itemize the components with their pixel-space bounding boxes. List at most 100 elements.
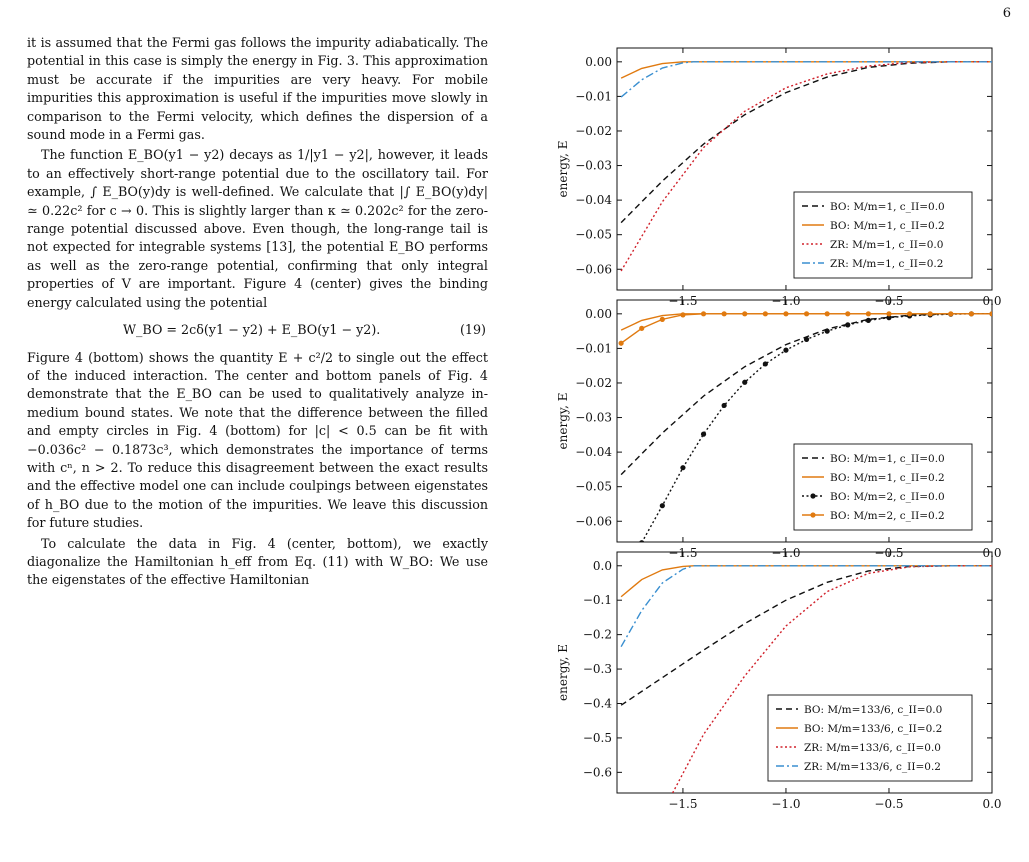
equation-19: W_BO = 2cδ(y1 − y2) + E_BO(y1 − y2). (19… <box>27 321 488 339</box>
data-point <box>824 328 830 334</box>
paragraph-1: it is assumed that the Fermi gas follows… <box>27 35 488 143</box>
y-tick-label: −0.06 <box>575 262 612 276</box>
paragraph-3: Figure 4 (bottom) shows the quantity E +… <box>27 349 488 531</box>
series-line-4 <box>620 565 992 648</box>
data-point <box>803 336 810 343</box>
legend-label: BO: M/m=1, c_II=0.0 <box>830 201 945 213</box>
y-tick-label: −0.05 <box>575 228 612 242</box>
data-point <box>762 361 768 367</box>
data-point <box>845 311 851 317</box>
data-point <box>906 311 913 317</box>
y-tick-label: −0.5 <box>583 731 612 745</box>
data-point <box>927 311 933 317</box>
y-tick-label: −0.02 <box>575 376 612 390</box>
y-tick-label: −0.04 <box>575 445 612 459</box>
legend-label: BO: M/m=2, c_II=0.2 <box>830 510 945 522</box>
y-axis-label: energy, E <box>556 141 570 198</box>
data-point <box>742 379 748 385</box>
data-point <box>639 325 645 331</box>
data-point <box>989 311 992 317</box>
legend-label: ZR: M/m=133/6, c_II=0.0 <box>804 742 941 754</box>
data-point <box>886 315 892 321</box>
data-point <box>721 311 727 317</box>
y-tick-label: −0.1 <box>583 593 612 607</box>
legend-marker <box>810 512 816 518</box>
series-group <box>620 61 992 272</box>
y-tick-label: −0.06 <box>575 514 612 528</box>
data-point <box>845 322 851 328</box>
data-point <box>680 312 686 318</box>
legend-label: BO: M/m=133/6, c_II=0.0 <box>804 704 942 716</box>
data-point <box>865 311 871 317</box>
y-tick-label: 0.0 <box>593 559 612 573</box>
page-number: 6 <box>1002 6 1011 21</box>
figure-4-svg: −1.5 −1.0 −0.5 0.0 0.00 −0.01 −0.02 −0.03 −0.04 −… <box>556 47 1002 831</box>
data-point <box>700 431 707 437</box>
figure-4: −1.5 −1.0 −0.5 0.0 0.00 −0.01 −0.02 −0.03 −0.04 −… <box>552 38 1002 831</box>
legend-label: BO: M/m=2, c_II=0.0 <box>830 491 945 503</box>
y-tick-label: −0.3 <box>583 662 612 676</box>
series-line-2 <box>620 565 992 598</box>
data-point <box>742 311 748 317</box>
data-point <box>680 465 686 471</box>
x-tick-label: 0.0 <box>982 797 1001 811</box>
data-point <box>721 402 727 409</box>
y-tick-label: 0.00 <box>585 55 612 69</box>
legend-label: ZR: M/m=1, c_II=0.2 <box>830 258 943 270</box>
text-column: it is assumed that the Fermi gas follows… <box>27 34 488 592</box>
plot-frame <box>616 551 993 794</box>
y-tick-label: −0.04 <box>575 193 612 207</box>
legend-label: BO: M/m=1, c_II=0.2 <box>830 220 945 232</box>
series-group <box>618 311 992 542</box>
y-tick-label: −0.2 <box>583 628 612 642</box>
y-tick-label: −0.6 <box>583 765 612 779</box>
x-tick-label: −1.5 <box>668 797 697 811</box>
data-point <box>824 311 830 317</box>
equation-body: W_BO = 2cδ(y1 − y2) + E_BO(y1 − y2). <box>123 322 381 338</box>
y-tick-label: −0.05 <box>575 480 612 494</box>
legend-label: ZR: M/m=1, c_II=0.0 <box>830 239 943 251</box>
plot-frame <box>616 47 993 291</box>
x-axis-label: interaction strength, c <box>736 817 873 818</box>
data-point <box>659 503 665 509</box>
x-tick-label: −0.5 <box>874 797 903 811</box>
data-point <box>762 311 768 317</box>
y-tick-label: −0.03 <box>575 159 612 173</box>
legend-label: BO: M/m=1, c_II=0.0 <box>830 453 945 465</box>
series-line-4 <box>620 61 992 98</box>
data-point <box>948 311 954 317</box>
x-tick-label: −1.0 <box>771 797 800 811</box>
legend-label: BO: M/m=1, c_II=0.2 <box>830 472 945 484</box>
paragraph-4: To calculate the data in Fig. 4 (center,… <box>27 535 488 588</box>
y-tick-label: −0.02 <box>575 124 612 138</box>
chart-panel-1 <box>616 47 993 291</box>
y-tick-label: 0.00 <box>585 307 612 321</box>
y-axis-label: energy, E <box>556 644 570 701</box>
data-point <box>659 316 665 322</box>
paragraph-2: The function E_BO(y1 − y2) decays as 1/|… <box>27 147 488 310</box>
data-point <box>783 347 789 353</box>
y-tick-label: −0.01 <box>575 89 612 103</box>
equation-number: (19) <box>459 322 486 338</box>
data-point <box>886 311 892 317</box>
y-tick-label: −0.03 <box>575 411 612 425</box>
y-tick-label: −0.4 <box>583 696 613 710</box>
series-group <box>620 565 992 793</box>
chart-panel-2 <box>616 299 993 543</box>
chart-panel-3 <box>616 551 993 794</box>
y-axis-label: energy, E <box>556 393 570 450</box>
y-tick-label: −0.01 <box>575 341 612 355</box>
plot-frame <box>616 299 993 543</box>
data-point <box>803 311 810 317</box>
data-point <box>618 340 624 346</box>
data-point <box>865 317 871 323</box>
data-point <box>968 311 974 317</box>
legend-marker <box>810 493 816 499</box>
series-line-3 <box>641 313 992 542</box>
legend-label: ZR: M/m=133/6, c_II=0.2 <box>804 761 941 773</box>
data-point <box>639 540 645 542</box>
legend-box <box>767 694 973 782</box>
data-point <box>700 311 707 317</box>
series-line-1 <box>620 61 992 224</box>
series-line-1 <box>620 565 992 706</box>
